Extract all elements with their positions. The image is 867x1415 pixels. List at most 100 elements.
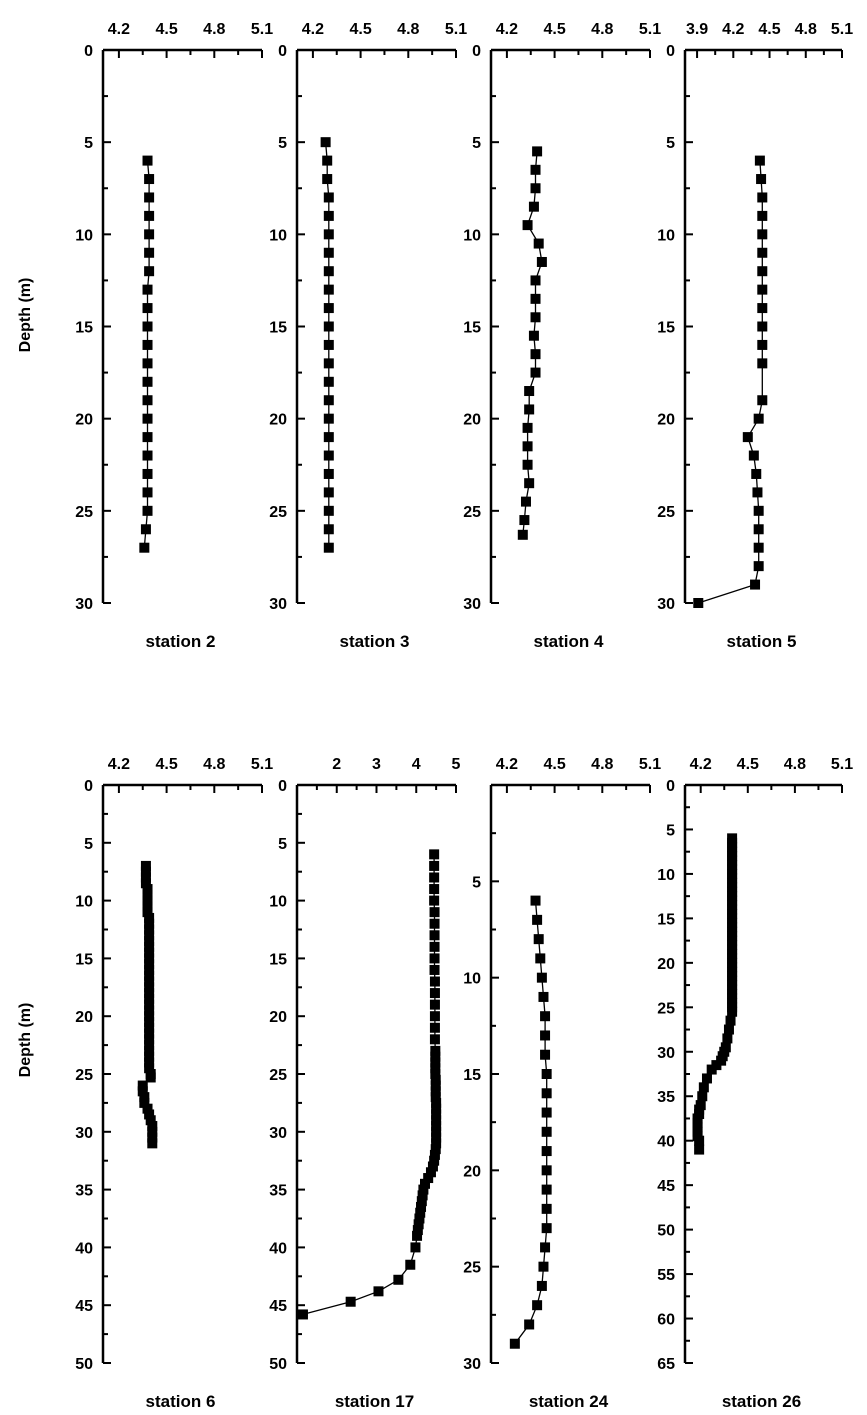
data-point — [429, 988, 440, 999]
data-point — [536, 1280, 547, 1291]
data-point — [144, 1063, 155, 1074]
station-title: station 5 — [727, 632, 797, 651]
data-point — [727, 1006, 738, 1017]
data-point — [144, 930, 155, 941]
data-point — [530, 367, 541, 378]
data-point — [757, 266, 768, 277]
data-point — [137, 1080, 148, 1091]
y-tick-label: 15 — [463, 320, 481, 337]
y-tick-label: 50 — [75, 1356, 93, 1373]
data-point — [142, 895, 153, 906]
y-tick-label: 30 — [269, 1125, 287, 1142]
data-point — [429, 1022, 440, 1033]
data-point — [144, 1051, 155, 1062]
data-point — [144, 210, 155, 221]
series-line — [698, 160, 763, 604]
data-point — [756, 174, 767, 185]
data-point — [757, 284, 768, 295]
data-point — [757, 192, 768, 203]
data-point — [430, 1057, 441, 1068]
data-point — [430, 1144, 441, 1155]
y-tick-label: 10 — [463, 227, 481, 244]
x-tick-label: 5.1 — [831, 756, 853, 773]
data-point — [524, 386, 535, 397]
data-point — [522, 422, 533, 433]
data-point — [528, 330, 539, 341]
station-panel: 4.2 4.5 4.8 5.1 0 5 10 15 20 25 30 35 40 45 50 55 60 65 st… — [657, 756, 853, 1411]
data-point — [144, 936, 155, 947]
data-point — [144, 1057, 155, 1068]
data-point — [144, 1016, 155, 1027]
data-point — [425, 1167, 436, 1178]
data-point — [323, 358, 334, 369]
data-point — [142, 339, 153, 350]
x-tick-label: 4.5 — [155, 756, 177, 773]
y-tick-label: 50 — [269, 1356, 287, 1373]
data-point — [147, 1132, 158, 1143]
x-tick-label: 4.5 — [349, 21, 371, 38]
y-tick-label: 20 — [75, 412, 93, 429]
data-point — [139, 542, 150, 553]
depth-axis-label-top: Depth (m) — [17, 278, 34, 353]
data-point — [144, 993, 155, 1004]
data-point — [345, 1296, 356, 1307]
y-tick-label: 0 — [278, 778, 287, 795]
data-point — [429, 930, 440, 941]
data-point — [144, 1109, 155, 1120]
y-tick-label: 5 — [472, 874, 481, 891]
data-point — [142, 487, 153, 498]
data-point — [137, 1086, 148, 1097]
data-point — [530, 275, 541, 286]
data-point — [536, 972, 547, 983]
data-point — [524, 1319, 535, 1330]
data-point — [145, 1115, 156, 1126]
data-point — [418, 1184, 429, 1195]
data-point — [144, 247, 155, 258]
data-point — [142, 284, 153, 295]
x-tick-label: 5 — [452, 756, 461, 773]
data-point — [144, 999, 155, 1010]
y-tick-label: 20 — [657, 956, 675, 973]
data-point — [541, 1223, 552, 1234]
y-tick-label: 65 — [657, 1356, 675, 1373]
data-point — [144, 1022, 155, 1033]
x-tick-label: 5.1 — [639, 21, 661, 38]
data-point — [140, 878, 151, 889]
y-tick-label: 15 — [269, 951, 287, 968]
data-point — [430, 1092, 441, 1103]
data-point — [754, 155, 765, 166]
data-point — [144, 959, 155, 970]
data-point — [693, 598, 704, 608]
data-point — [522, 441, 533, 452]
data-point — [530, 164, 541, 175]
x-tick-label: 5.1 — [639, 756, 661, 773]
data-point — [323, 266, 334, 277]
y-tick-label: 55 — [657, 1267, 675, 1284]
x-tick-label: 4.2 — [108, 756, 130, 773]
data-point — [393, 1274, 404, 1285]
data-point — [142, 907, 153, 918]
data-point — [323, 432, 334, 443]
data-point — [413, 1219, 424, 1230]
data-point — [323, 468, 334, 479]
y-tick-label: 10 — [657, 867, 675, 884]
data-point — [405, 1259, 416, 1270]
data-point — [323, 192, 334, 203]
data-point — [752, 487, 763, 498]
data-point — [429, 907, 440, 918]
data-point — [753, 561, 764, 572]
data-point — [142, 413, 153, 424]
y-tick-label: 15 — [463, 1067, 481, 1084]
data-point — [757, 321, 768, 332]
series-line — [522, 151, 543, 535]
data-point — [540, 1242, 551, 1253]
y-tick-label: 35 — [657, 1089, 675, 1106]
data-point — [532, 1300, 543, 1311]
data-point — [522, 220, 533, 231]
data-point — [323, 284, 334, 295]
data-point — [742, 432, 753, 443]
data-point — [533, 238, 544, 249]
data-point — [530, 183, 541, 194]
y-tick-label: 25 — [657, 1000, 675, 1017]
